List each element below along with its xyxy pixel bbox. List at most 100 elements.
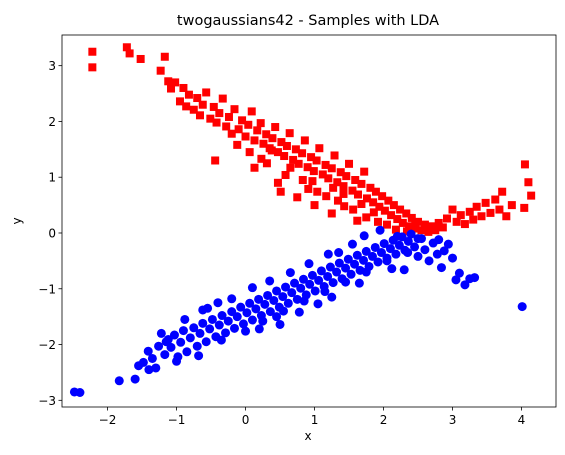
data-point-square [398, 218, 407, 227]
data-point-circle [347, 239, 357, 249]
data-point-square [289, 155, 298, 164]
data-point-square [524, 178, 533, 187]
data-point-square [491, 195, 500, 204]
data-point-circle [403, 248, 413, 258]
x-tick-label: 4 [518, 413, 526, 427]
data-point-square [291, 145, 300, 154]
data-point-square [321, 160, 330, 169]
data-point-circle [178, 326, 188, 336]
data-point-square [318, 170, 327, 179]
data-point-square [369, 198, 378, 207]
data-point-circle [354, 278, 364, 288]
data-point-circle [376, 248, 386, 258]
data-point-circle [350, 259, 360, 269]
data-point-square [402, 227, 411, 236]
data-point-circle [242, 308, 252, 318]
data-point-square [307, 153, 316, 162]
data-point-circle [334, 258, 344, 268]
data-point-circle [305, 279, 315, 289]
data-point-circle [382, 256, 392, 266]
y-tick-label: 1 [48, 171, 56, 185]
data-point-square [222, 122, 231, 131]
data-point-circle [323, 271, 333, 281]
data-point-square [498, 187, 507, 196]
data-point-square [527, 191, 536, 200]
data-point-square [271, 123, 280, 132]
data-point-square [257, 154, 266, 163]
data-point-square [405, 222, 414, 231]
series-0-group [88, 43, 536, 236]
data-point-circle [341, 263, 351, 273]
data-point-square [273, 148, 282, 157]
data-point-circle [185, 333, 195, 343]
data-point-circle [436, 263, 446, 273]
data-point-circle [346, 269, 356, 279]
data-point-square [175, 97, 184, 106]
data-point-circle [298, 274, 308, 284]
data-point-square [293, 193, 302, 202]
data-point-square [360, 167, 369, 176]
data-point-square [262, 159, 271, 168]
data-point-square [209, 102, 218, 111]
axes: −2 −1 0 1 2 3 4 −3 −2 −1 0 1 2 3 [38, 34, 557, 427]
data-point-circle [156, 328, 166, 338]
data-point-circle [343, 254, 353, 264]
data-point-square [382, 220, 391, 229]
data-point-square [324, 174, 333, 183]
data-point-circle [359, 231, 369, 241]
data-point-square [486, 208, 495, 217]
data-point-square [182, 102, 191, 111]
series-1-group [69, 225, 527, 397]
data-point-square [273, 178, 282, 187]
data-point-square [327, 164, 336, 173]
data-point-circle [217, 311, 227, 321]
data-point-circle [332, 267, 342, 277]
data-point-square [442, 214, 451, 223]
data-point-square [310, 201, 319, 210]
data-point-circle [314, 275, 324, 285]
data-point-square [342, 172, 351, 181]
data-point-circle [263, 290, 273, 300]
data-point-circle [399, 265, 409, 275]
data-point-square [469, 215, 478, 224]
data-point-square [378, 192, 387, 201]
data-point-square [233, 140, 242, 149]
data-point-circle [254, 294, 264, 304]
data-point-square [294, 159, 303, 168]
data-point-square [477, 212, 486, 221]
data-point-circle [241, 326, 251, 336]
data-point-circle [413, 234, 423, 244]
data-point-square [276, 187, 285, 196]
x-tick-label: −2 [99, 413, 117, 427]
data-point-square [227, 129, 236, 138]
data-point-square [353, 216, 362, 225]
data-point-square [402, 209, 411, 218]
data-point-square [357, 179, 366, 188]
data-point-square [411, 224, 420, 233]
data-point-square [460, 220, 469, 229]
data-point-circle [278, 292, 288, 302]
data-point-square [285, 129, 294, 138]
plot-area [69, 43, 536, 397]
data-point-circle [198, 305, 208, 315]
x-axis-label: x [304, 429, 311, 443]
data-point-circle [470, 273, 480, 283]
y-tick-label: −3 [38, 394, 56, 408]
data-point-square [393, 215, 402, 224]
data-point-circle [275, 319, 285, 329]
data-point-square [380, 206, 389, 215]
data-point-square [179, 83, 188, 92]
data-point-square [389, 201, 398, 210]
data-point-circle [334, 248, 344, 258]
data-point-square [366, 183, 375, 192]
data-point-square [333, 196, 342, 205]
data-point-circle [454, 268, 464, 278]
data-point-square [313, 187, 322, 196]
data-point-square [286, 163, 295, 172]
data-point-circle [370, 242, 380, 252]
data-point-circle [238, 319, 248, 329]
data-point-square [171, 78, 180, 87]
data-point-square [375, 202, 384, 211]
data-point-square [308, 177, 317, 186]
